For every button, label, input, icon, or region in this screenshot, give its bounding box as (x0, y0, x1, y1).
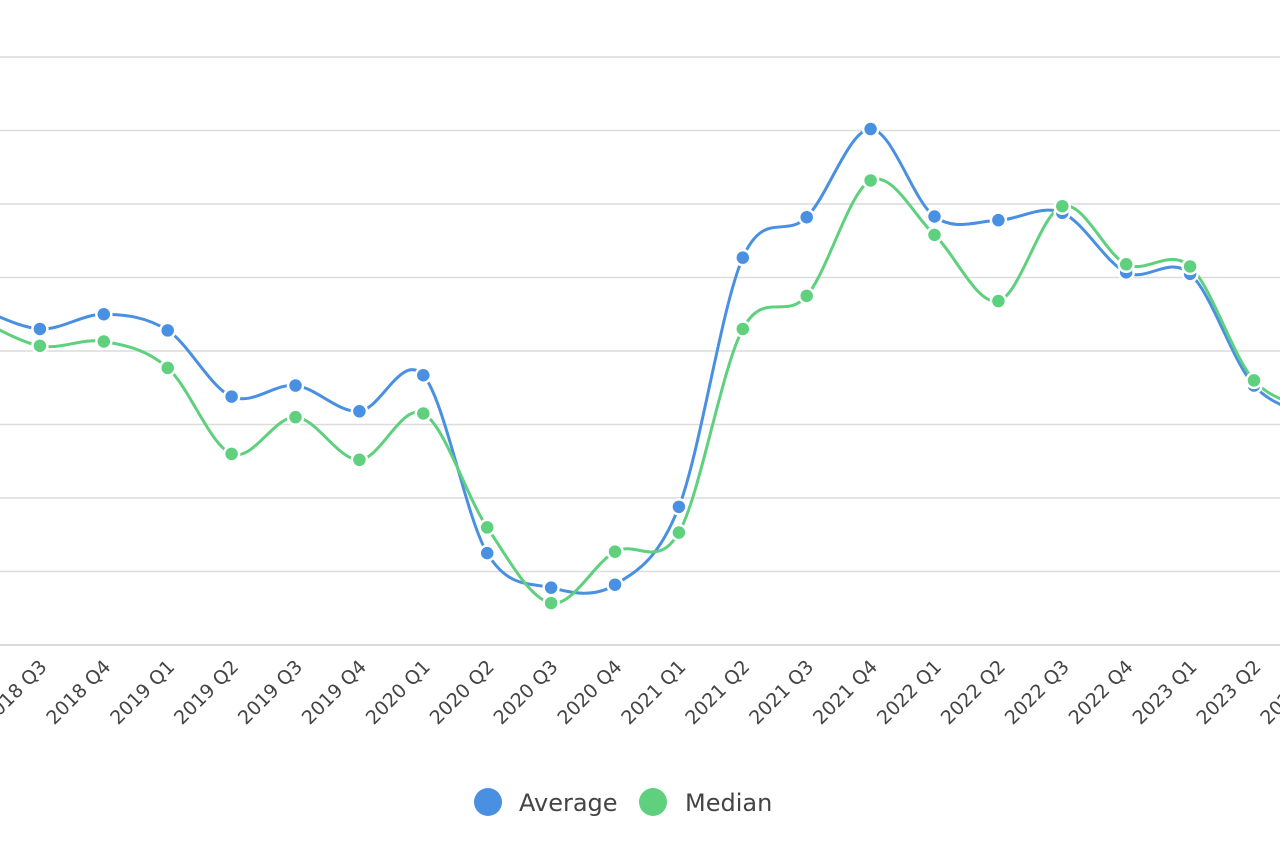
median-point-2022-q3[interactable] (1053, 197, 1072, 215)
median-point-2021-q1[interactable] (670, 523, 688, 542)
x-tick-label: 2019 Q1 (106, 656, 179, 729)
median-point-2023-q2[interactable] (1245, 371, 1263, 390)
average-point-2018-q3[interactable] (31, 320, 49, 338)
x-tick-label: 2019 Q2 (170, 656, 243, 729)
median-point-2019-q3[interactable] (286, 408, 305, 426)
legend-marker-average (474, 788, 502, 816)
grid-lines (0, 56, 1280, 646)
median-point-2021-q3[interactable] (797, 287, 816, 305)
legend-label-average: Average (519, 789, 618, 817)
x-tick-label: 2021 Q3 (745, 656, 818, 729)
median-point-2018-q3[interactable] (31, 337, 49, 355)
legend-item-median[interactable]: Median (639, 788, 772, 817)
median-point-2020-q1[interactable] (414, 404, 433, 423)
x-tick-label: 2022 Q2 (937, 656, 1010, 729)
x-tick-label: 2018 Q3 (0, 656, 51, 729)
x-tick-label: 2022 Q1 (873, 656, 946, 729)
average-point-2020-q4[interactable] (606, 575, 624, 594)
series-points (31, 120, 1263, 612)
x-tick-label: 2020 Q4 (553, 656, 626, 729)
x-tick-label: 2022 Q3 (1001, 656, 1074, 729)
median-point-2020-q4[interactable] (606, 542, 624, 561)
x-tick-label: 2019 Q4 (298, 656, 371, 729)
legend-item-average[interactable]: Average (474, 788, 618, 817)
average-point-2022-q2[interactable] (989, 211, 1008, 229)
median-point-2022-q1[interactable] (925, 226, 944, 244)
average-point-2019-q1[interactable] (158, 321, 177, 340)
average-point-2019-q4[interactable] (350, 402, 369, 421)
x-tick-label: 2020 Q1 (362, 656, 435, 729)
x-tick-label: 2023 Q2 (1192, 656, 1265, 729)
median-point-2023-q1[interactable] (1181, 257, 1199, 276)
x-tick-label: 2021 Q1 (617, 656, 690, 729)
x-tick-label: 2018 Q4 (42, 656, 115, 729)
x-tick-label: 2022 Q4 (1065, 656, 1138, 729)
median-point-2022-q2[interactable] (989, 292, 1008, 310)
median-point-2018-q4[interactable] (95, 332, 113, 351)
x-tick-label: 2021 Q2 (681, 656, 754, 729)
average-point-2021-q1[interactable] (670, 498, 688, 516)
average-series-line (0, 127, 1280, 595)
average-point-2020-q3[interactable] (542, 578, 560, 597)
average-point-2021-q3[interactable] (797, 208, 816, 226)
x-tick-label: 2019 Q3 (234, 656, 307, 729)
average-point-2021-q2[interactable] (734, 248, 752, 267)
median-point-2019-q2[interactable] (222, 445, 241, 463)
average-point-2020-q2[interactable] (478, 544, 496, 562)
x-tick-label: 2023 Q1 (1128, 656, 1201, 729)
average-point-2022-q1[interactable] (925, 207, 944, 226)
median-point-2022-q4[interactable] (1117, 255, 1135, 274)
median-series-line (0, 177, 1280, 605)
median-point-2019-q4[interactable] (350, 451, 369, 469)
x-tick-label: 2020 Q3 (489, 656, 562, 729)
average-point-2019-q3[interactable] (286, 376, 305, 395)
series-lines (0, 127, 1280, 605)
average-point-2020-q1[interactable] (414, 366, 433, 385)
legend: Average Median (474, 788, 772, 817)
average-point-2019-q2[interactable] (222, 387, 241, 406)
average-point-2018-q4[interactable] (95, 305, 113, 323)
legend-label-median: Median (685, 789, 772, 817)
x-tick-label: 2021 Q4 (809, 656, 882, 729)
median-point-2020-q2[interactable] (478, 518, 496, 537)
x-tick-label: 2020 Q2 (426, 656, 499, 729)
legend-marker-median (639, 788, 667, 816)
median-point-2021-q2[interactable] (734, 320, 752, 338)
median-point-2019-q1[interactable] (158, 359, 177, 377)
average-point-2021-q4[interactable] (861, 120, 880, 138)
median-point-2021-q4[interactable] (861, 171, 880, 190)
median-point-2020-q3[interactable] (542, 594, 560, 612)
